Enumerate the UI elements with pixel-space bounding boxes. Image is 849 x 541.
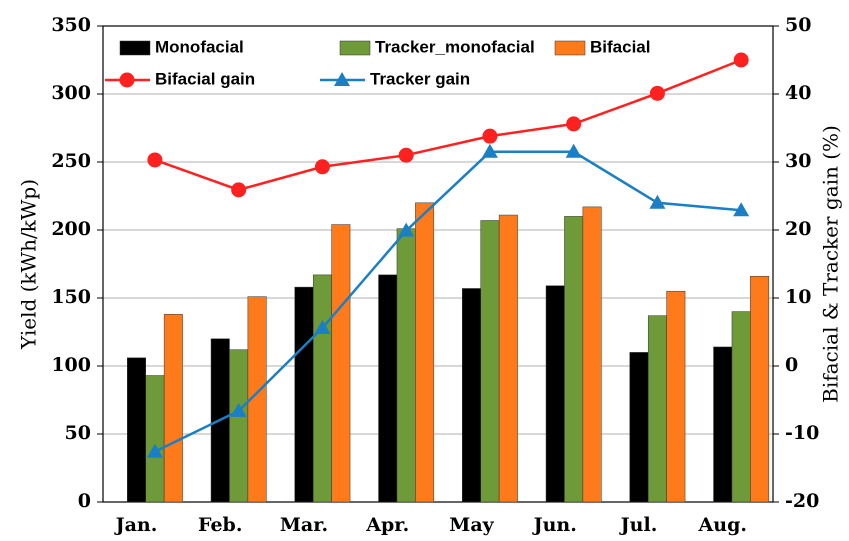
marker — [398, 222, 415, 237]
y2-tick-label: 30 — [785, 150, 811, 172]
x-tick-label: May — [449, 514, 494, 536]
marker — [398, 147, 414, 163]
bar — [750, 275, 770, 503]
y-tick-label: 50 — [65, 422, 91, 444]
bar — [498, 214, 518, 503]
y2-tick-label: 0 — [785, 354, 798, 376]
y2-tick-label: 50 — [785, 14, 811, 36]
bar — [480, 220, 500, 503]
bar — [294, 286, 314, 503]
legend-label: Bifacial gain — [155, 69, 255, 88]
line — [154, 58, 742, 192]
marker — [482, 128, 498, 144]
bar — [415, 202, 435, 503]
bar — [247, 296, 267, 503]
y2-axis-title: Bifacial & Tracker gain (%) — [819, 125, 843, 403]
marker — [314, 159, 330, 175]
y2-tick-label: -10 — [785, 422, 819, 444]
marker — [565, 143, 582, 158]
y2-tick-label: 20 — [785, 218, 811, 240]
bar — [666, 290, 686, 503]
legend-label: Bifacial — [590, 37, 650, 56]
marker — [230, 402, 247, 417]
marker — [146, 443, 163, 458]
bar — [229, 349, 249, 503]
y-tick-label: 100 — [51, 354, 91, 376]
y-tick-label: 350 — [51, 14, 91, 36]
bar — [127, 357, 146, 503]
marker — [147, 152, 163, 168]
legend-label: Monofacial — [155, 37, 244, 56]
y-tick-label: 0 — [78, 490, 91, 512]
marker — [733, 52, 749, 68]
x-tick-label: Jun. — [532, 514, 577, 536]
marker — [314, 319, 331, 334]
bar — [145, 375, 165, 503]
bar — [731, 311, 751, 503]
bar — [545, 285, 565, 503]
legend-label: Tracker_monofacial — [375, 37, 535, 56]
bar — [582, 206, 602, 503]
x-tick-label: Jan. — [114, 514, 158, 536]
marker — [649, 85, 665, 101]
x-tick-label: Aug. — [698, 514, 747, 536]
bar — [312, 274, 332, 503]
y2-tick-label: 40 — [785, 82, 811, 104]
x-tick-label: Apr. — [365, 514, 409, 536]
y-tick-label: 300 — [51, 82, 91, 104]
bar — [564, 216, 584, 503]
bar — [462, 288, 481, 503]
x-tick-label: Jul. — [619, 514, 658, 536]
marker — [649, 194, 666, 209]
legend-label: Tracker gain — [370, 69, 470, 88]
bar — [713, 346, 733, 503]
y-tick-label: 250 — [51, 150, 91, 172]
y-axis-title: Yield (kWh/kWp) — [17, 179, 41, 350]
legend-marker — [334, 72, 350, 86]
y-tick-label: 200 — [51, 218, 91, 240]
marker — [231, 182, 247, 198]
legend-swatch — [554, 40, 586, 56]
legend-swatch — [119, 40, 151, 56]
legend-marker — [119, 72, 135, 88]
marker — [733, 202, 750, 217]
bar — [629, 352, 649, 503]
y-tick-label: 150 — [51, 286, 91, 308]
line — [154, 150, 742, 453]
marker — [566, 116, 582, 132]
x-tick-label: Mar. — [280, 514, 328, 536]
plot-frame — [102, 25, 774, 503]
bar — [163, 314, 183, 503]
y2-tick-label: -20 — [785, 490, 819, 512]
legend-swatch — [339, 40, 371, 56]
marker — [481, 143, 498, 158]
bar — [647, 315, 667, 503]
bar — [331, 224, 351, 503]
y2-tick-label: 10 — [785, 286, 811, 308]
x-tick-label: Feb. — [198, 514, 242, 536]
bar — [396, 228, 416, 503]
bar — [378, 274, 398, 503]
